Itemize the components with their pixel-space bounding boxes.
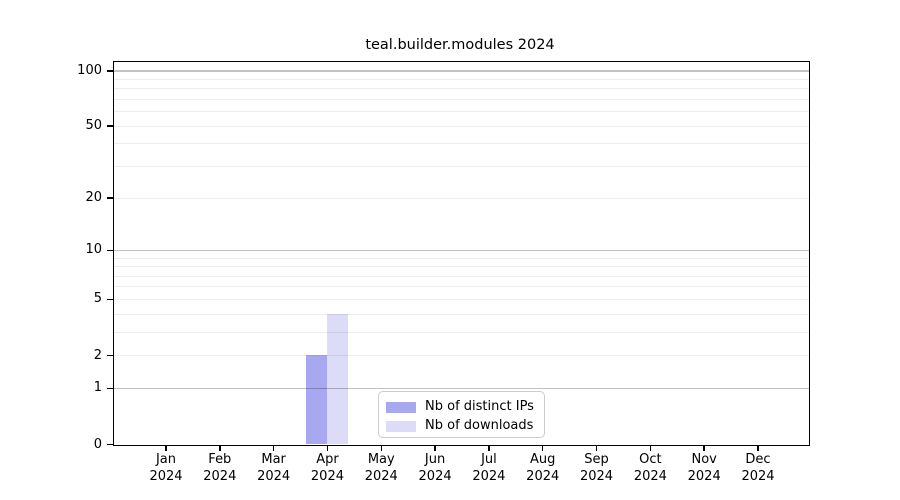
minor-gridline xyxy=(114,313,809,315)
x-axis-tick xyxy=(595,444,598,451)
y-axis-tick xyxy=(107,125,114,127)
x-tick-year: 2024 xyxy=(579,468,614,484)
minor-gridline xyxy=(114,331,809,333)
legend-label-downloads: Nb of downloads xyxy=(425,418,534,433)
y-axis-tick xyxy=(107,387,114,390)
x-tick-year: 2024 xyxy=(526,468,560,484)
legend-entry-downloads: Nb of downloads xyxy=(386,417,536,435)
x-tick-label: Jul 2024 xyxy=(454,452,524,485)
x-tick-label: Jun 2024 xyxy=(400,452,470,485)
legend: Nb of distinct IPs Nb of downloads xyxy=(378,391,545,438)
x-tick-label: Oct 2024 xyxy=(615,452,685,485)
x-tick-label: Mar 2024 xyxy=(239,452,309,485)
x-tick-year: 2024 xyxy=(633,468,667,484)
x-tick-label: May 2024 xyxy=(346,452,416,485)
x-tick-month: Jan xyxy=(155,452,177,467)
minor-gridline xyxy=(114,165,809,167)
major-gridline xyxy=(114,249,809,252)
x-tick-month: Dec xyxy=(745,452,771,467)
x-tick-label: Sep 2024 xyxy=(562,452,632,485)
grid-layer xyxy=(114,62,809,445)
x-axis-tick xyxy=(219,444,221,451)
minor-gridline xyxy=(114,286,809,288)
major-gridline xyxy=(114,70,809,72)
minor-gridline xyxy=(114,78,809,80)
x-tick-year: 2024 xyxy=(418,468,452,484)
x-axis-tick xyxy=(541,444,544,451)
x-tick-year: 2024 xyxy=(741,468,775,484)
x-tick-label: Jan 2024 xyxy=(131,452,201,485)
x-tick-label: Feb 2024 xyxy=(185,452,255,485)
bar-distinct-ips xyxy=(305,355,327,444)
y-tick-label: 2 xyxy=(93,347,102,363)
x-tick-year: 2024 xyxy=(203,468,237,484)
legend-swatch-distinct-ips xyxy=(386,401,416,413)
y-tick-label: 50 xyxy=(85,118,102,134)
bar-downloads xyxy=(326,313,348,444)
y-tick-label: 20 xyxy=(85,190,102,206)
x-tick-month: Oct xyxy=(639,452,662,467)
x-tick-month: Apr xyxy=(316,452,339,467)
minor-gridline xyxy=(114,143,809,145)
bars-layer xyxy=(114,62,809,445)
x-tick-label: Apr 2024 xyxy=(292,452,362,485)
x-tick-label: Nov 2024 xyxy=(669,452,739,485)
plot-area xyxy=(113,61,810,446)
x-tick-year: 2024 xyxy=(310,468,344,484)
minor-gridline xyxy=(114,125,809,127)
x-tick-year: 2024 xyxy=(149,468,183,484)
x-axis-tick xyxy=(757,444,759,451)
y-tick-label: 100 xyxy=(77,62,102,78)
y-axis-tick xyxy=(107,249,114,252)
x-axis-tick xyxy=(272,444,275,451)
y-axis-tick xyxy=(107,70,114,72)
y-axis-tick xyxy=(107,298,114,301)
y-tick-label: 10 xyxy=(85,242,102,258)
legend-swatch-downloads xyxy=(386,420,416,432)
x-axis-tick xyxy=(326,444,329,451)
x-tick-label: Dec 2024 xyxy=(723,452,793,485)
x-tick-month: Mar xyxy=(261,452,286,467)
minor-gridline xyxy=(114,197,809,199)
minor-gridline xyxy=(114,98,809,100)
y-axis-tick xyxy=(107,197,114,199)
x-axis-tick xyxy=(380,444,383,451)
chart-title: teal.builder.modules 2024 xyxy=(365,37,555,53)
x-axis-tick xyxy=(703,444,705,451)
x-tick-year: 2024 xyxy=(472,468,506,484)
minor-gridline xyxy=(114,355,809,357)
major-gridline xyxy=(114,387,809,390)
x-tick-year: 2024 xyxy=(364,468,398,484)
x-tick-month: Feb xyxy=(208,452,232,467)
y-tick-label: 0 xyxy=(93,436,102,452)
x-tick-year: 2024 xyxy=(257,468,291,484)
x-tick-label: Aug 2024 xyxy=(508,452,578,485)
legend-entry-distinct-ips: Nb of distinct IPs xyxy=(386,398,536,416)
minor-gridline xyxy=(114,266,809,268)
y-tick-label: 5 xyxy=(93,291,102,307)
minor-gridline xyxy=(114,88,809,90)
y-tick-label: 1 xyxy=(93,380,102,396)
y-axis-tick xyxy=(107,443,114,446)
x-axis-tick xyxy=(649,444,652,451)
x-tick-month: Aug xyxy=(530,452,556,467)
x-tick-month: May xyxy=(367,452,395,467)
x-axis-tick xyxy=(434,444,436,451)
x-axis-tick xyxy=(165,444,167,451)
minor-gridline xyxy=(114,275,809,277)
x-tick-month: Jun xyxy=(424,452,446,467)
minor-gridline xyxy=(114,298,809,300)
x-tick-month: Sep xyxy=(584,452,609,467)
legend-label-distinct-ips: Nb of distinct IPs xyxy=(425,399,534,414)
x-tick-month: Jul xyxy=(481,452,497,467)
y-axis-tick xyxy=(107,354,114,357)
x-axis-tick xyxy=(488,444,490,451)
x-tick-year: 2024 xyxy=(687,468,721,484)
minor-gridline xyxy=(114,257,809,259)
x-tick-month: Nov xyxy=(691,452,717,467)
minor-gridline xyxy=(114,111,809,113)
